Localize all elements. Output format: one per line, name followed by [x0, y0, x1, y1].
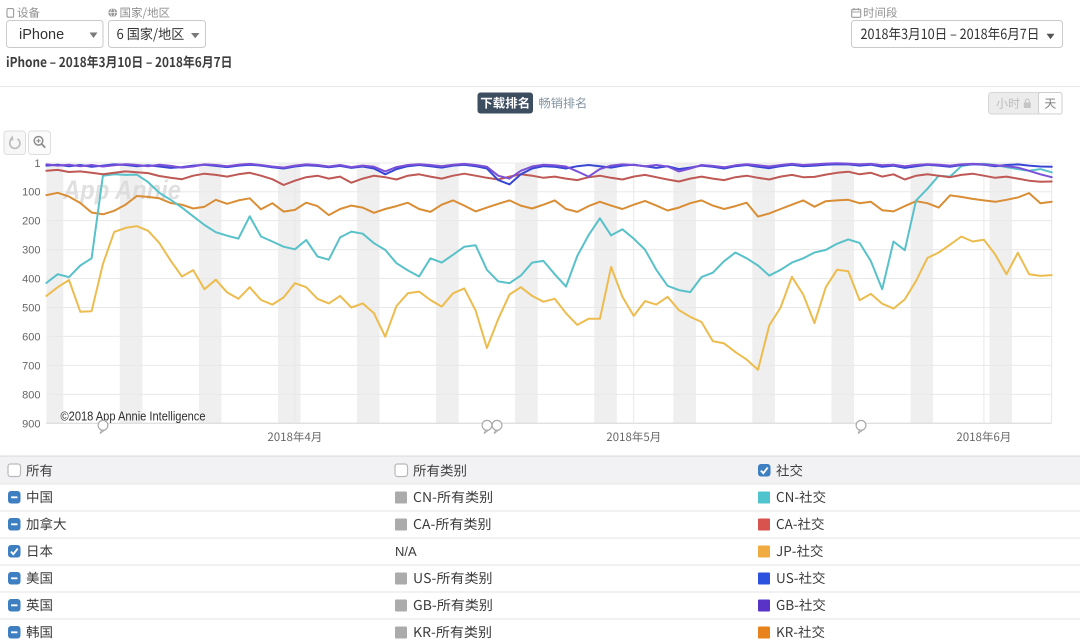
svg-text:©2018 App Annie Intelligence: ©2018 App Annie Intelligence [61, 410, 206, 424]
svg-text:500: 500 [22, 303, 40, 315]
svg-text:600: 600 [22, 331, 40, 343]
svg-text:200: 200 [22, 216, 40, 228]
svg-text:900: 900 [22, 418, 40, 430]
svg-text:700: 700 [22, 360, 40, 372]
svg-text:iPhone: iPhone [19, 27, 64, 43]
svg-text:300: 300 [22, 245, 40, 257]
svg-text:400: 400 [22, 274, 40, 286]
svg-text:100: 100 [22, 187, 40, 199]
svg-text:N/A: N/A [395, 544, 417, 559]
svg-text:1: 1 [34, 158, 40, 170]
svg-text:800: 800 [22, 389, 40, 401]
